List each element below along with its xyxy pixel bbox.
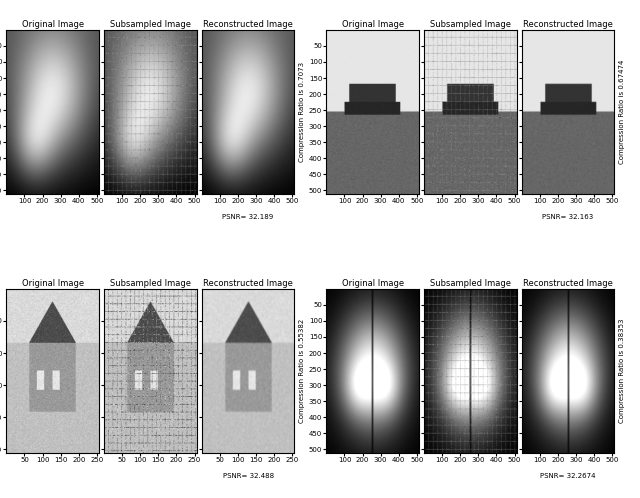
Title: Original Image: Original Image bbox=[342, 20, 404, 29]
Title: Original Image: Original Image bbox=[22, 20, 84, 29]
Title: Original Image: Original Image bbox=[342, 279, 404, 288]
Text: PSNR= 32.189: PSNR= 32.189 bbox=[223, 214, 274, 220]
Title: Subsampled Image: Subsampled Image bbox=[110, 279, 191, 288]
Title: Subsampled Image: Subsampled Image bbox=[430, 20, 511, 29]
Text: Compression Ratio is 0.55382: Compression Ratio is 0.55382 bbox=[299, 319, 305, 423]
Title: Subsampled Image: Subsampled Image bbox=[430, 279, 511, 288]
Title: Subsampled Image: Subsampled Image bbox=[110, 20, 191, 29]
Title: Original Image: Original Image bbox=[22, 279, 84, 288]
Title: Reconstructed Image: Reconstructed Image bbox=[203, 279, 293, 288]
Text: Compression Ratio is 0.38353: Compression Ratio is 0.38353 bbox=[619, 319, 625, 423]
Text: Compression Ratio is 0.67474: Compression Ratio is 0.67474 bbox=[619, 60, 625, 164]
Title: Reconstructed Image: Reconstructed Image bbox=[203, 20, 293, 29]
Text: Compression Ratio is 0.7073: Compression Ratio is 0.7073 bbox=[299, 62, 305, 162]
Text: PSNR= 32.2674: PSNR= 32.2674 bbox=[540, 473, 596, 479]
Title: Reconstructed Image: Reconstructed Image bbox=[523, 20, 613, 29]
Text: PSNR= 32.488: PSNR= 32.488 bbox=[223, 473, 274, 479]
Title: Reconstructed Image: Reconstructed Image bbox=[523, 279, 613, 288]
Text: PSNR= 32.163: PSNR= 32.163 bbox=[543, 214, 594, 220]
